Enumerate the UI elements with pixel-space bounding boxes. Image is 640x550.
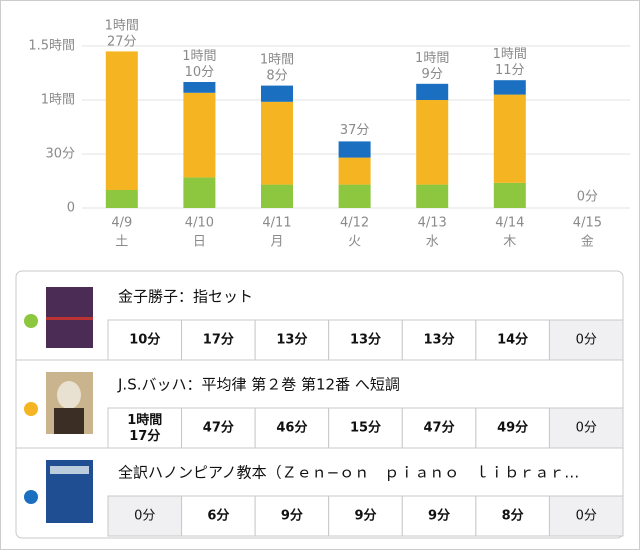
- y-tick-label: 30分: [45, 147, 75, 162]
- cell-value: 13分: [276, 332, 307, 348]
- x-tick-weekday: 水: [426, 235, 439, 250]
- total-label: 1時間 27分: [105, 18, 139, 49]
- series-dot: [24, 314, 38, 328]
- x-tick-weekday: 土: [115, 235, 128, 250]
- cell-value: 9分: [281, 508, 303, 524]
- cell-bg: [401, 407, 477, 449]
- total-label: 1時間 10分: [182, 49, 216, 80]
- cell-value: 13分: [424, 332, 455, 348]
- bar-segment: [105, 190, 138, 208]
- cell-value: 1時間 17分: [127, 412, 162, 444]
- x-tick-weekday: 日: [193, 235, 206, 250]
- cell-value: 46分: [276, 420, 307, 436]
- x-tick-label: 4/15: [573, 216, 602, 231]
- y-tick-label: 1時間: [41, 93, 75, 108]
- cell-value: 6分: [207, 508, 229, 524]
- y-tick-label: 1.5時間: [28, 39, 75, 54]
- bar-segment: [261, 85, 293, 102]
- x-tick-weekday: 月: [270, 235, 283, 250]
- cell-bg: [328, 407, 403, 449]
- book-cover-2: [46, 372, 93, 434]
- cell-bg: [475, 495, 550, 537]
- cell-bg: [401, 319, 477, 361]
- cell-bg: [328, 319, 403, 361]
- cell-bg: [548, 319, 624, 361]
- cell-value: 0分: [576, 509, 597, 524]
- bar-segment: [493, 80, 526, 95]
- bar-segment: [261, 184, 293, 208]
- y-tick-label: 0: [67, 201, 75, 216]
- bar-segment: [338, 184, 371, 208]
- cell-value: 13分: [350, 332, 381, 348]
- bar-segment: [338, 157, 371, 185]
- cell-value: 8分: [502, 508, 524, 524]
- cell-value: 0分: [576, 421, 597, 436]
- series-dot: [24, 402, 38, 416]
- cell-value: 15分: [350, 420, 381, 436]
- bar-segment: [261, 101, 293, 185]
- item-name: J.S.バッハ：平均律 第２巻 第12番 へ短調: [117, 376, 400, 394]
- x-tick-weekday: 木: [503, 235, 516, 250]
- cell-bg: [254, 319, 330, 361]
- bar-segment: [183, 92, 216, 178]
- x-tick-label: 4/9: [111, 216, 132, 231]
- cell-value: 47分: [424, 420, 455, 436]
- cell-bg: [107, 407, 183, 449]
- x-tick-label: 4/10: [185, 216, 214, 231]
- cell-bg: [548, 495, 624, 537]
- bar-segment: [416, 83, 449, 100]
- cell-bg: [107, 495, 183, 537]
- cell-bg: [254, 495, 330, 537]
- total-label: 1時間 8分: [260, 52, 294, 83]
- x-tick-label: 4/14: [495, 216, 524, 231]
- x-tick-label: 4/11: [262, 216, 291, 231]
- cell-value: 0分: [134, 509, 155, 524]
- series-dot: [24, 490, 38, 504]
- item-name: 金子勝子：指セット: [118, 288, 253, 306]
- bar-segment: [183, 82, 216, 93]
- cell-value: 0分: [576, 333, 597, 348]
- bar-segment: [493, 94, 526, 183]
- bar-segment: [493, 182, 526, 208]
- cell-value: 49分: [497, 420, 528, 436]
- cell-bg: [181, 495, 256, 537]
- bar-segment: [416, 184, 449, 208]
- cell-value: 47分: [203, 420, 234, 436]
- bar-segment: [416, 100, 449, 185]
- cell-value: 14分: [497, 332, 528, 348]
- x-tick-label: 4/12: [340, 216, 369, 231]
- total-label: 0分: [577, 190, 598, 205]
- total-label: 1時間 11分: [493, 47, 527, 78]
- bar-segment: [183, 177, 216, 208]
- bar-segment: [338, 141, 371, 158]
- cell-bg: [401, 495, 477, 537]
- bar-segment: [105, 51, 138, 191]
- item-name: 全訳ハノンピアノ教本（Ｚｅｎ−ｏｎ ｐｉａｎｏ ｌｉｂｒａｒ…: [118, 464, 579, 482]
- x-tick-weekday: 金: [581, 234, 594, 250]
- cell-value: 9分: [428, 508, 450, 524]
- x-tick-weekday: 火: [348, 235, 361, 250]
- total-label: 1時間 9分: [415, 50, 449, 81]
- cell-value: 10分: [129, 332, 160, 348]
- book-cover-1: [46, 287, 93, 348]
- cell-value: 9分: [354, 508, 376, 524]
- total-label: 37分: [340, 123, 370, 138]
- x-tick-label: 4/13: [418, 216, 447, 231]
- book-cover-3: [46, 460, 93, 523]
- cell-value: 17分: [203, 332, 234, 348]
